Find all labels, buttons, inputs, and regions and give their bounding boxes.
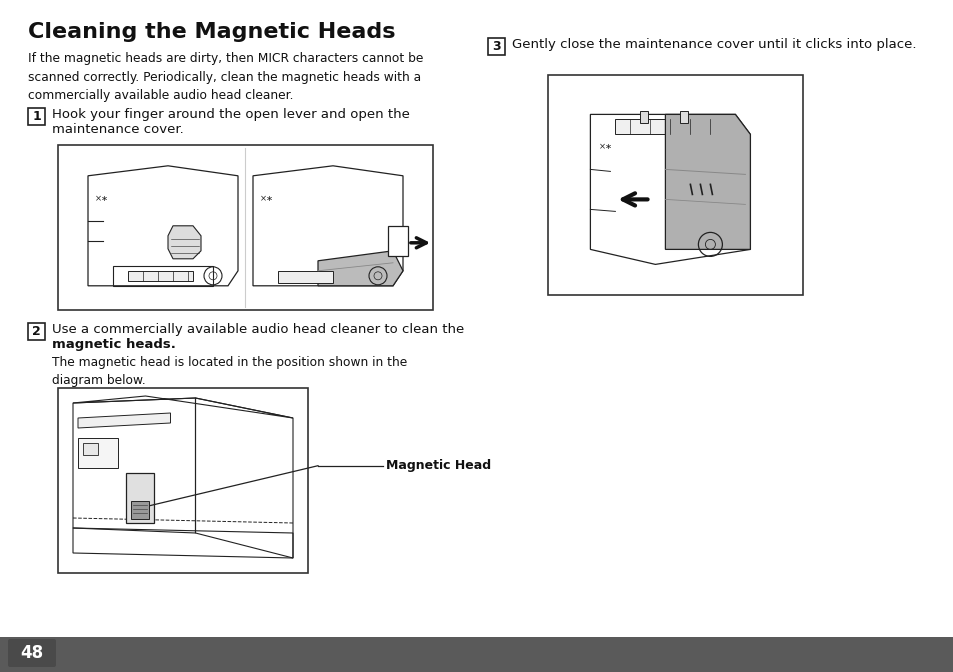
Bar: [0, 637, 953, 672]
Bar: [128, 271, 193, 281]
Text: 48: 48: [20, 644, 44, 662]
Text: Use a commercially available audio head cleaner to clean the: Use a commercially available audio head …: [52, 323, 464, 336]
Bar: [679, 112, 688, 124]
Text: 3: 3: [492, 40, 500, 53]
Bar: [547, 75, 802, 295]
Bar: [639, 112, 648, 124]
Bar: [58, 145, 433, 310]
Text: Hook your finger around the open lever and open the: Hook your finger around the open lever a…: [52, 108, 410, 121]
Bar: [126, 473, 153, 523]
Bar: [60, 390, 306, 571]
Text: 1: 1: [32, 110, 41, 123]
Bar: [615, 120, 715, 134]
Bar: [277, 271, 333, 283]
Text: magnetic heads.: magnetic heads.: [52, 338, 175, 351]
Text: maintenance cover.: maintenance cover.: [52, 123, 184, 136]
Text: If the magnetic heads are dirty, then MICR characters cannot be
scanned correctl: If the magnetic heads are dirty, then MI…: [28, 52, 423, 102]
Polygon shape: [317, 251, 402, 286]
Text: Gently close the maintenance cover until it clicks into place.: Gently close the maintenance cover until…: [512, 38, 916, 51]
Text: 2: 2: [32, 325, 41, 338]
Bar: [28, 108, 45, 125]
Text: Cleaning the Magnetic Heads: Cleaning the Magnetic Heads: [28, 22, 395, 42]
Text: ×∗: ×∗: [95, 194, 109, 203]
Polygon shape: [78, 413, 171, 428]
FancyBboxPatch shape: [8, 639, 56, 667]
Text: Magnetic Head: Magnetic Head: [386, 459, 491, 472]
Bar: [78, 438, 118, 468]
Bar: [488, 38, 504, 55]
Text: ×∗: ×∗: [260, 194, 274, 203]
Bar: [131, 501, 149, 519]
Text: The magnetic head is located in the position shown in the
diagram below.: The magnetic head is located in the posi…: [52, 356, 407, 387]
Bar: [388, 226, 408, 256]
Polygon shape: [664, 114, 750, 249]
Bar: [28, 323, 45, 340]
Bar: [83, 443, 98, 455]
Text: ×∗: ×∗: [598, 142, 612, 151]
Polygon shape: [168, 226, 201, 259]
Bar: [58, 388, 308, 573]
